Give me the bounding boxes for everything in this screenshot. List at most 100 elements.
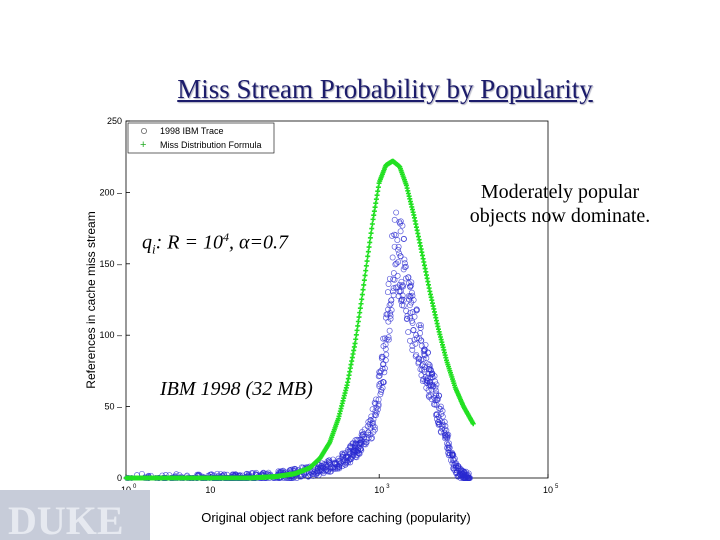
ibm-trace-point (369, 434, 375, 441)
formula-point (356, 314, 362, 320)
formula-point (369, 226, 375, 232)
x-tick-label: 10 (374, 485, 384, 495)
ibm-trace-point (359, 428, 366, 435)
ibm-trace-point (431, 401, 437, 408)
ibm-trace-point (393, 209, 400, 216)
moderately-popular-callout: Moderately popular objects now dominate. (440, 180, 680, 228)
ibm-trace-point (326, 457, 333, 464)
ibm-trace-point (405, 274, 412, 281)
ibm-trace-point (428, 396, 435, 403)
formula-point (359, 292, 365, 298)
ibm-trace-point (400, 235, 407, 242)
ibm-trace-point (407, 293, 414, 300)
ibm-trace-point (383, 351, 390, 358)
ibm-trace-point (433, 411, 440, 418)
slide-title: Miss Stream Probability by Popularity (177, 74, 593, 104)
ibm-trace-point (412, 353, 419, 360)
formula-point (355, 323, 361, 329)
ibm-trace-point (334, 465, 341, 472)
formula-exponent: 4 (223, 230, 229, 244)
university-logo: DUKE (0, 490, 150, 540)
ibm-trace-point (377, 391, 384, 398)
ibm-trace-point (356, 439, 363, 446)
ibm-trace-point (394, 272, 401, 279)
ibm-trace-point (417, 322, 424, 329)
ibm-trace-point (444, 440, 450, 447)
ibm-trace-point (374, 406, 381, 413)
ibm-trace-point (385, 281, 392, 287)
ibm-trace-point (409, 346, 416, 353)
y-tick-label: 200 – (99, 187, 122, 197)
legend-plus-marker: + (140, 139, 146, 151)
ibm-trace-point (352, 440, 359, 447)
formula-point (361, 277, 367, 283)
ibm-trace-point (400, 266, 407, 273)
svg-text:DUKE: DUKE (8, 498, 124, 540)
ibm-trace-point (393, 260, 400, 267)
y-axis-label: References in cache miss stream (84, 211, 98, 388)
formula-point (367, 239, 373, 245)
ibm-trace-point (454, 473, 461, 480)
ibm-trace-point (319, 467, 326, 474)
ibm-trace-point (406, 296, 413, 303)
formula-point (369, 221, 375, 227)
ibm-trace-point (350, 448, 357, 455)
x-tick-exponent: 0 (133, 484, 137, 490)
ibm-trace-point (376, 383, 383, 390)
ibm-trace-point (381, 369, 388, 376)
ibm-trace-point (457, 465, 464, 472)
ibm-trace-point (422, 378, 429, 385)
ibm-trace-point (445, 443, 452, 450)
ibm-trace-point (394, 237, 401, 244)
y-tick-label: 100 – (99, 330, 122, 340)
formula-subscript: i (152, 241, 156, 257)
ibm-trace-point (419, 378, 426, 385)
ibm-trace-point (397, 288, 404, 295)
ibm-trace-point (380, 379, 387, 385)
ibm-trace-point (378, 388, 385, 395)
ibm-trace-point (427, 367, 434, 374)
ibm-trace-point (335, 455, 342, 462)
formula-alpha-value: =0.7 (249, 231, 289, 254)
x-tick-exponent: 3 (386, 484, 390, 490)
ibm-trace-point (391, 243, 398, 250)
ibm-trace-point (433, 416, 440, 422)
ibm-trace-point (398, 296, 405, 303)
ibm-trace-point (438, 422, 445, 429)
formula-point (353, 336, 359, 342)
formula-point (358, 301, 364, 307)
ibm-trace-point (387, 300, 394, 307)
legend-box (127, 122, 275, 154)
ibm-trace-point (428, 371, 435, 378)
ibm-trace-point (397, 253, 404, 260)
ibm-trace-point (438, 410, 445, 417)
x-tick-label: 10 (205, 485, 215, 495)
ibm-trace-point (441, 419, 448, 425)
ibm-trace-point (435, 421, 442, 428)
ibm-trace-point (433, 401, 440, 408)
formula-point (364, 258, 370, 264)
ibm-trace-point (340, 452, 347, 459)
formula-point (360, 287, 366, 293)
ibm-trace-point (405, 329, 412, 336)
ibm-trace-point (411, 313, 418, 320)
callout-line-1: Moderately popular (480, 181, 640, 203)
ibm-trace-point (314, 465, 321, 472)
ibm-trace-point (395, 246, 402, 253)
ibm-trace-point (389, 254, 396, 261)
ibm-trace-point (399, 222, 406, 229)
ibm-trace-point (409, 292, 416, 299)
miss-formula-series (123, 158, 476, 481)
ibm-trace-point (413, 306, 420, 313)
ibm-trace-point (403, 316, 410, 322)
ibm-trace-point (346, 457, 352, 464)
ibm-trace-point (396, 250, 403, 257)
ibm-trace-point (431, 401, 438, 408)
ibm-trace-point (381, 335, 388, 342)
plot-frame (125, 120, 549, 479)
formula-point (363, 268, 369, 274)
ibm-trace-point (352, 453, 359, 460)
y-tick-label: 50 – (104, 402, 122, 412)
ibm-trace-point (386, 302, 393, 309)
ibm-trace-point (445, 446, 452, 453)
